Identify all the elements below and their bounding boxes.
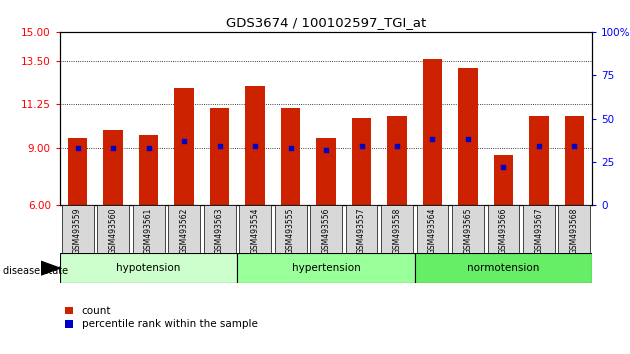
Bar <box>529 116 549 205</box>
Bar <box>210 108 229 205</box>
Point <box>392 143 402 149</box>
Text: GSM493559: GSM493559 <box>73 208 82 254</box>
FancyBboxPatch shape <box>97 205 129 253</box>
FancyBboxPatch shape <box>168 205 200 253</box>
FancyBboxPatch shape <box>62 205 94 253</box>
FancyBboxPatch shape <box>558 205 590 253</box>
Bar <box>175 88 194 205</box>
Point <box>357 143 367 149</box>
FancyBboxPatch shape <box>488 205 520 253</box>
Bar <box>458 68 478 205</box>
Point <box>285 145 295 151</box>
Bar <box>68 138 88 205</box>
FancyBboxPatch shape <box>415 253 592 283</box>
FancyBboxPatch shape <box>310 205 342 253</box>
Bar <box>316 138 336 205</box>
Bar <box>352 118 371 205</box>
Text: GSM493567: GSM493567 <box>534 208 544 254</box>
FancyBboxPatch shape <box>381 205 413 253</box>
Bar <box>139 135 158 205</box>
Point <box>144 145 154 151</box>
Text: GSM493554: GSM493554 <box>251 208 260 254</box>
Text: GSM493561: GSM493561 <box>144 208 153 254</box>
Bar <box>423 59 442 205</box>
FancyBboxPatch shape <box>523 205 555 253</box>
Text: GSM493558: GSM493558 <box>392 208 401 254</box>
Text: GSM493565: GSM493565 <box>464 208 472 254</box>
Point <box>427 137 437 142</box>
Bar <box>387 116 407 205</box>
Bar <box>564 116 584 205</box>
Text: hypotension: hypotension <box>117 263 181 273</box>
Text: GSM493555: GSM493555 <box>286 208 295 254</box>
Text: GSM493562: GSM493562 <box>180 208 188 254</box>
Polygon shape <box>41 261 60 275</box>
FancyBboxPatch shape <box>60 253 238 283</box>
Bar <box>245 86 265 205</box>
Bar <box>494 155 513 205</box>
Point <box>108 145 118 151</box>
Text: normotension: normotension <box>467 263 540 273</box>
FancyBboxPatch shape <box>203 205 236 253</box>
Point <box>214 143 224 149</box>
Text: GSM493563: GSM493563 <box>215 208 224 254</box>
FancyBboxPatch shape <box>275 205 307 253</box>
Text: hypertension: hypertension <box>292 263 360 273</box>
Bar <box>281 108 301 205</box>
FancyBboxPatch shape <box>345 205 377 253</box>
FancyBboxPatch shape <box>452 205 484 253</box>
Point <box>72 145 83 151</box>
Point <box>534 143 544 149</box>
FancyBboxPatch shape <box>239 205 271 253</box>
Text: disease state: disease state <box>3 266 68 276</box>
Point <box>179 138 189 144</box>
Title: GDS3674 / 100102597_TGI_at: GDS3674 / 100102597_TGI_at <box>226 16 426 29</box>
Point <box>463 137 473 142</box>
Legend: count, percentile rank within the sample: count, percentile rank within the sample <box>65 306 258 329</box>
Text: GSM493556: GSM493556 <box>321 208 331 254</box>
FancyBboxPatch shape <box>416 205 449 253</box>
FancyBboxPatch shape <box>132 205 164 253</box>
Bar <box>103 130 123 205</box>
Point <box>570 143 580 149</box>
Text: GSM493568: GSM493568 <box>570 208 579 254</box>
FancyBboxPatch shape <box>238 253 415 283</box>
Text: GSM493564: GSM493564 <box>428 208 437 254</box>
Text: GSM493566: GSM493566 <box>499 208 508 254</box>
Text: GSM493557: GSM493557 <box>357 208 366 254</box>
Text: GSM493560: GSM493560 <box>108 208 118 254</box>
Point <box>498 164 508 170</box>
Point <box>250 143 260 149</box>
Point <box>321 147 331 153</box>
